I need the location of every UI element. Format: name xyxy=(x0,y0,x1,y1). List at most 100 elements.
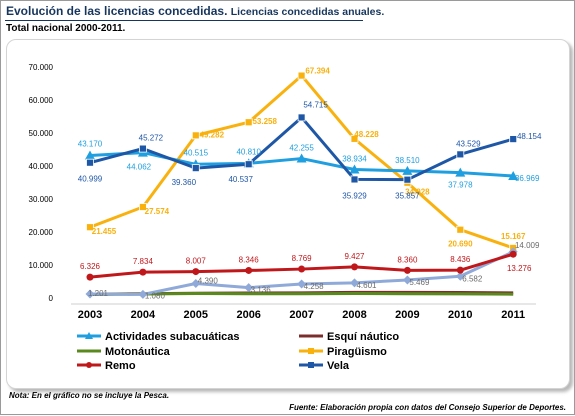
data-label: 45.272 xyxy=(139,134,164,143)
data-point xyxy=(192,268,200,276)
x-tick-label: 2003 xyxy=(78,309,102,321)
data-point xyxy=(350,175,359,184)
data-point xyxy=(298,265,306,273)
data-point xyxy=(138,203,147,211)
data-label: 27.574 xyxy=(145,207,170,216)
data-point xyxy=(402,275,412,285)
data-label: 38.934 xyxy=(342,155,367,164)
data-point xyxy=(508,171,519,181)
x-tick-label: 2010 xyxy=(448,309,472,321)
legend-label: Remo xyxy=(105,360,136,372)
data-label: 40.999 xyxy=(78,175,103,184)
y-tick-label: 20.000 xyxy=(29,228,54,237)
data-label: 3.136 xyxy=(251,286,272,295)
data-point xyxy=(509,135,518,143)
data-point xyxy=(85,150,95,160)
data-label: 8.769 xyxy=(292,254,313,263)
data-label: 9.427 xyxy=(344,252,365,261)
data-point xyxy=(86,158,94,167)
data-point xyxy=(351,263,358,271)
data-label: 40.537 xyxy=(228,175,253,184)
data-label: 4.390 xyxy=(198,277,219,286)
data-label: 37.978 xyxy=(448,181,473,190)
data-point xyxy=(297,113,306,122)
data-label: 35.857 xyxy=(395,192,420,201)
legend-label: Vela xyxy=(327,360,350,372)
y-tick-label: 60.000 xyxy=(29,96,54,105)
data-label: 36.969 xyxy=(515,174,540,183)
y-tick-label: 70.000 xyxy=(29,63,54,72)
plot-panel xyxy=(6,39,570,389)
legend-marker xyxy=(86,362,92,368)
data-label: 67.394 xyxy=(305,67,330,76)
x-tick-label: 2005 xyxy=(184,309,208,321)
data-label: 6.326 xyxy=(80,262,101,271)
data-point xyxy=(297,279,307,289)
x-tick-label: 2009 xyxy=(395,309,419,321)
chart-title: Evolución de las licencias concedidas. L… xyxy=(6,4,385,18)
data-point xyxy=(402,165,413,175)
data-label: 1.201 xyxy=(88,289,109,298)
data-point xyxy=(509,250,517,258)
data-label: 15.167 xyxy=(501,232,526,241)
legend-label: Esquí náutico xyxy=(327,331,399,343)
data-label: 8.346 xyxy=(239,255,260,264)
data-label: 8.360 xyxy=(397,255,418,264)
data-point xyxy=(191,279,201,289)
data-label: 40.515 xyxy=(184,148,209,157)
footnote: Nota: En el gráfico no se incluye la Pes… xyxy=(9,391,170,400)
data-label: 8.436 xyxy=(450,255,471,264)
data-label: 8.007 xyxy=(186,257,207,266)
data-point xyxy=(296,153,307,163)
data-label: 39.360 xyxy=(172,178,197,187)
data-point xyxy=(244,283,254,293)
data-label: 1.080 xyxy=(145,291,166,300)
data-point xyxy=(350,278,359,288)
data-label: 6.582 xyxy=(462,274,483,283)
data-label: 48.154 xyxy=(517,132,542,141)
data-label: 20.690 xyxy=(448,240,473,249)
data-point xyxy=(456,266,464,274)
data-label: 43.529 xyxy=(456,139,481,148)
data-label: 34.928 xyxy=(405,188,430,197)
data-label: 5.469 xyxy=(409,278,430,287)
data-label: 49.282 xyxy=(200,130,225,139)
legend-label: Piragüismo xyxy=(327,346,387,358)
data-label: 53.258 xyxy=(252,117,277,126)
data-point xyxy=(139,268,147,276)
data-point xyxy=(455,271,465,281)
data-label: 48.228 xyxy=(354,130,379,139)
data-point xyxy=(349,164,360,174)
chart-subtitle: Total nacional 2000-2011. xyxy=(6,23,126,34)
data-label: 38.510 xyxy=(395,156,420,165)
data-point xyxy=(85,289,95,299)
data-label: 40.810 xyxy=(236,147,261,156)
data-label: 7.834 xyxy=(133,257,154,266)
data-label: 43.170 xyxy=(78,140,103,149)
data-label: 4.258 xyxy=(304,282,325,291)
data-point xyxy=(191,131,200,140)
data-point xyxy=(403,175,412,184)
legend-marker xyxy=(85,332,93,339)
data-point xyxy=(297,71,306,80)
data-point xyxy=(86,223,94,232)
data-label: 4.601 xyxy=(356,281,377,290)
legend-marker xyxy=(308,362,314,368)
y-tick-label: 0 xyxy=(49,294,54,303)
x-tick-label: 2004 xyxy=(131,309,156,321)
legend-marker xyxy=(308,348,314,354)
data-point xyxy=(138,144,147,153)
data-label: 13.276 xyxy=(507,264,532,273)
legend-label: Motonáutica xyxy=(105,346,171,358)
x-tick-label: 2011 xyxy=(501,309,525,321)
data-label: 54.715 xyxy=(303,100,328,109)
y-tick-label: 40.000 xyxy=(29,162,54,171)
x-tick-label: 2008 xyxy=(342,309,366,321)
data-point xyxy=(455,167,466,177)
y-tick-label: 50.000 xyxy=(29,129,54,138)
data-point xyxy=(245,266,253,274)
data-point xyxy=(403,266,411,274)
title-underline xyxy=(5,20,363,21)
y-tick-label: 10.000 xyxy=(29,261,54,270)
